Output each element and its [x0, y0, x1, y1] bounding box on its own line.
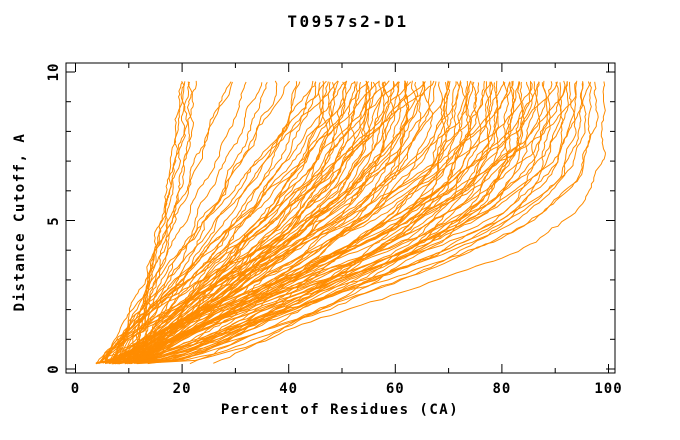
model-curve [115, 81, 424, 363]
model-curve [106, 81, 426, 364]
chart-title: T0957s2-D1 [287, 12, 409, 31]
model-curve [129, 81, 516, 364]
model-curve [104, 81, 356, 364]
model-curve [189, 81, 599, 365]
model-curve [136, 80, 348, 364]
model-curve [95, 81, 316, 364]
model-curve [136, 80, 532, 364]
x-axis-label: Percent of Residues (CA) [220, 402, 460, 418]
model-curve [213, 81, 606, 364]
model-curve [101, 80, 278, 363]
model-curve [107, 81, 298, 364]
model-curve [127, 80, 499, 364]
model-curve [114, 81, 509, 364]
model-curve [104, 80, 435, 363]
model-curve [136, 81, 534, 365]
model-curve [99, 81, 437, 364]
model-curve [121, 82, 396, 363]
model-curve [130, 81, 592, 364]
model-curve [144, 80, 462, 363]
model-curve [117, 81, 559, 364]
model-curve [119, 82, 480, 364]
model-curve [124, 81, 400, 364]
model-curve [132, 81, 553, 363]
model-curve [122, 80, 409, 363]
model-curve [137, 80, 407, 364]
y-axis-label: Distance Cutoff, A [12, 132, 28, 312]
model-curve [98, 80, 419, 365]
model-curve [142, 80, 578, 363]
model-curve [127, 80, 472, 364]
model-curve [107, 81, 232, 364]
model-curve [99, 81, 410, 363]
model-curve [114, 80, 380, 364]
model-curve [96, 80, 339, 364]
model-curve [105, 81, 490, 364]
model-curve [112, 81, 233, 364]
model-curve [97, 82, 547, 364]
model-curve [115, 80, 549, 365]
model-curve [102, 80, 514, 364]
model-curve [124, 82, 362, 364]
model-curve [133, 82, 562, 364]
model-curve [113, 81, 247, 364]
model-curve [130, 81, 478, 365]
plot-border [65, 62, 616, 374]
model-curve [134, 80, 390, 364]
model-curve [118, 81, 443, 364]
model-curve [120, 82, 390, 364]
model-curve [110, 81, 356, 363]
model-curve [112, 81, 339, 364]
model-curve [121, 80, 451, 364]
model-curve [98, 81, 368, 364]
model-curve [99, 81, 584, 364]
model-curve [160, 82, 584, 363]
model-curve [118, 82, 263, 364]
model-curve [134, 81, 492, 364]
model-curve [115, 81, 590, 364]
model-curve [101, 80, 327, 364]
model-curve [117, 82, 371, 365]
model-curve [99, 80, 468, 364]
model-curve [112, 81, 301, 364]
